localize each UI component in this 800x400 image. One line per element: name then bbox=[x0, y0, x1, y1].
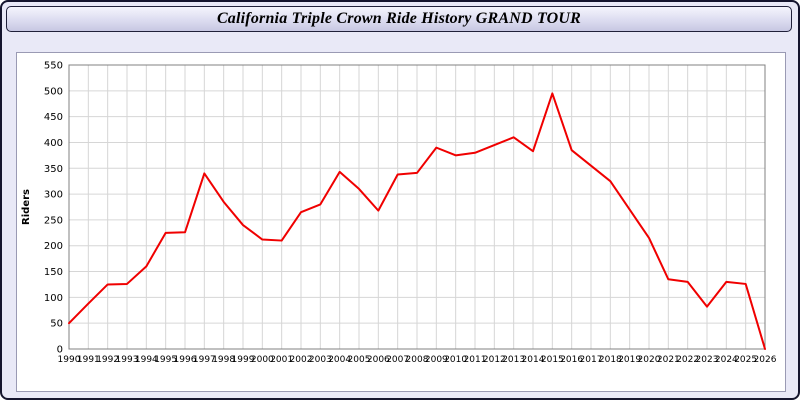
x-tick-label: 2003 bbox=[309, 355, 332, 365]
x-tick-label: 1997 bbox=[193, 355, 216, 365]
x-tick-label: 2000 bbox=[251, 355, 274, 365]
chart-title: California Triple Crown Ride History GRA… bbox=[216, 10, 582, 27]
x-tick-label: 2021 bbox=[657, 355, 680, 365]
x-tick-label: 2020 bbox=[638, 355, 661, 365]
x-tick-label: 1995 bbox=[154, 355, 177, 365]
x-tick-label: 2014 bbox=[522, 355, 545, 365]
x-tick-label: 2018 bbox=[599, 355, 622, 365]
x-tick-label: 1996 bbox=[174, 355, 197, 365]
y-tick-label: 450 bbox=[44, 112, 63, 123]
x-tick-label: 2015 bbox=[541, 355, 564, 365]
x-tick-label: 2025 bbox=[734, 355, 757, 365]
y-tick-label: 550 bbox=[44, 61, 63, 72]
x-tick-label: 2022 bbox=[676, 355, 699, 365]
x-tick-label: 1994 bbox=[135, 355, 158, 365]
y-tick-label: 300 bbox=[44, 190, 63, 201]
plot-border bbox=[68, 64, 766, 350]
x-tick-label: 1990 bbox=[58, 355, 81, 365]
x-tick-label: 2013 bbox=[502, 355, 525, 365]
x-tick-label: 1998 bbox=[212, 355, 235, 365]
x-tick-label: 2016 bbox=[560, 355, 583, 365]
x-tick-label: 2024 bbox=[715, 355, 738, 365]
y-tick-label: 400 bbox=[44, 138, 63, 149]
y-tick-label: 100 bbox=[44, 293, 63, 304]
y-tick-label: 200 bbox=[44, 241, 63, 252]
y-tick-label: 500 bbox=[44, 86, 63, 97]
x-tick-label: 2005 bbox=[348, 355, 371, 365]
chart-canvas: 0501001502002503003504004505005501990199… bbox=[21, 61, 777, 366]
x-tick-label: 1999 bbox=[232, 355, 255, 365]
y-tick-label: 250 bbox=[44, 215, 63, 226]
y-axis-label: Riders bbox=[21, 189, 32, 225]
x-tick-label: 2002 bbox=[290, 355, 313, 365]
x-tick-label: 2004 bbox=[328, 355, 351, 365]
x-tick-label: 2010 bbox=[444, 355, 467, 365]
x-tick-label: 2017 bbox=[580, 355, 603, 365]
x-tick-label: 2006 bbox=[367, 355, 390, 365]
x-tick-label: 2009 bbox=[425, 355, 448, 365]
chart-title-bar: California Triple Crown Ride History GRA… bbox=[6, 6, 792, 32]
x-tick-label: 1993 bbox=[116, 355, 139, 365]
x-tick-label: 2019 bbox=[618, 355, 641, 365]
x-tick-label: 1992 bbox=[96, 355, 119, 365]
x-tick-label: 2012 bbox=[483, 355, 506, 365]
chart-container: 0 50 100 150 200 250 300 350 400 450 500 550 1990 199… bbox=[16, 52, 786, 392]
y-tick-label: 50 bbox=[50, 319, 63, 330]
y-tick-label: 150 bbox=[44, 267, 63, 278]
riders-series-line bbox=[68, 92, 766, 350]
y-tick-label: 350 bbox=[44, 164, 63, 175]
x-tick-label: 2023 bbox=[696, 355, 719, 365]
y-tick-label: 0 bbox=[57, 345, 63, 356]
x-tick-label: 2007 bbox=[386, 355, 409, 365]
x-tick-label: 2026 bbox=[754, 355, 777, 365]
x-tick-label: 1991 bbox=[77, 355, 100, 365]
x-tick-label: 2008 bbox=[406, 355, 429, 365]
x-tick-label: 2001 bbox=[270, 355, 293, 365]
x-tick-label: 2011 bbox=[464, 355, 487, 365]
